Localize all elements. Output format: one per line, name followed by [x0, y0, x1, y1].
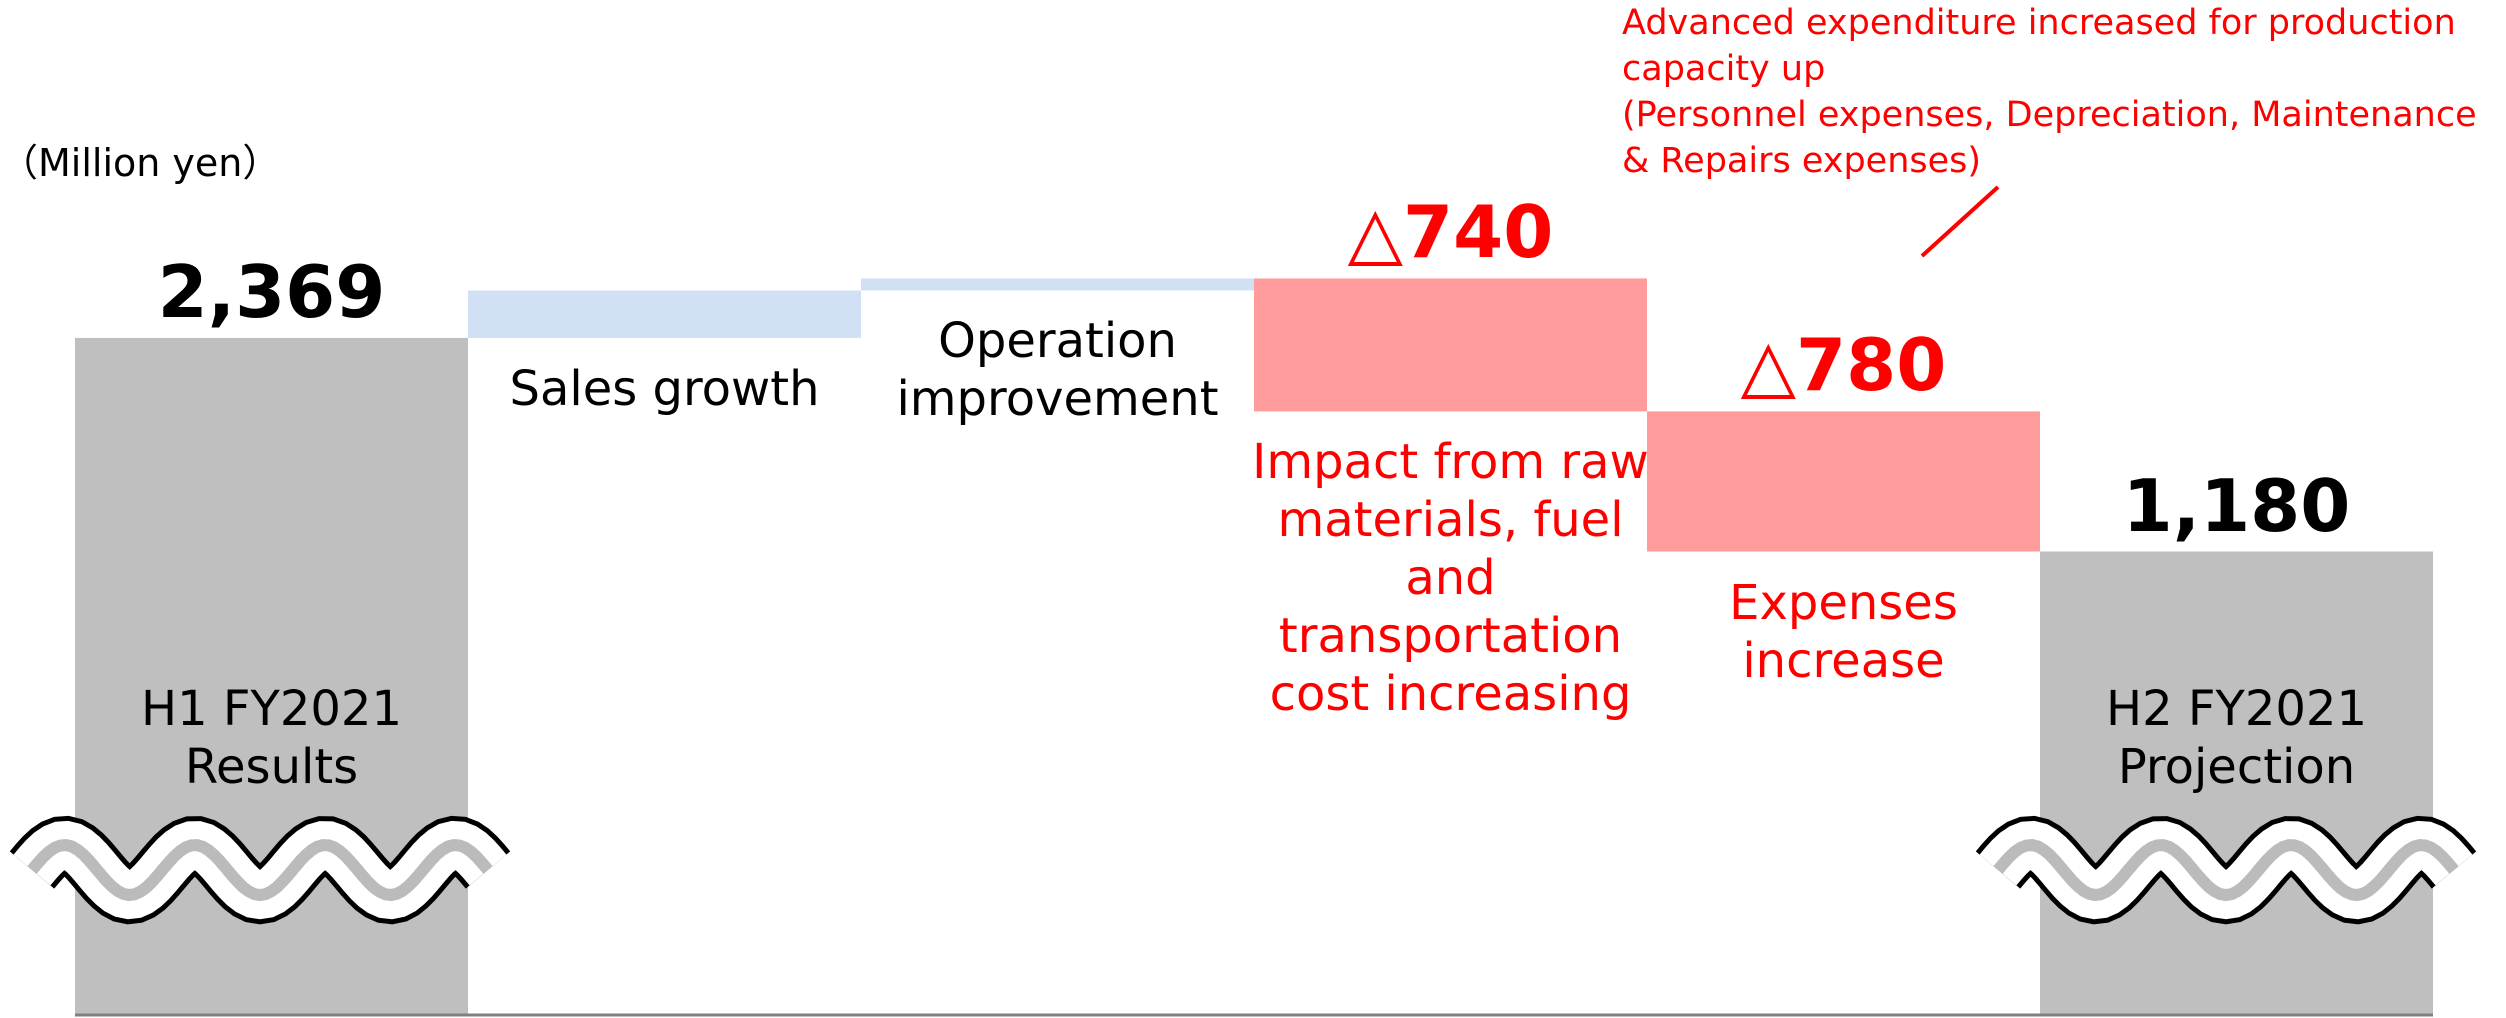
bar	[468, 290, 861, 338]
annotation-text: Advanced expenditure increased for produ…	[1622, 3, 2456, 89]
category-label: H1 FY2021 Results	[141, 681, 402, 795]
category-label: Operation improvement	[896, 313, 1219, 428]
value-label: 1,180	[2122, 463, 2351, 548]
bar	[1647, 411, 2040, 552]
value-label: 2,369	[157, 249, 386, 334]
bar	[2040, 551, 2433, 1015]
break-center	[27, 839, 493, 902]
annotation-text: (Personnel expenses, Depreciation, Maint…	[1622, 95, 2477, 181]
unit-label: （Million yen）	[0, 141, 281, 185]
value-label: △780	[1740, 323, 1947, 408]
leader-line	[1920, 185, 2000, 258]
category-label: H2 FY2021 Projection	[2106, 681, 2367, 795]
bar	[1254, 278, 1647, 412]
category-label: Expenses increase	[1729, 574, 1958, 689]
bar	[861, 278, 1254, 291]
value-label: △740	[1347, 190, 1554, 275]
annotation: Advanced expenditure increased for produ…	[1622, 0, 2502, 184]
break-center	[1993, 839, 2459, 902]
axis-breaks	[9, 815, 2477, 925]
category-label: Impact from raw materials, fuel and tran…	[1252, 434, 1649, 723]
category-label: Sales growth	[509, 360, 820, 417]
